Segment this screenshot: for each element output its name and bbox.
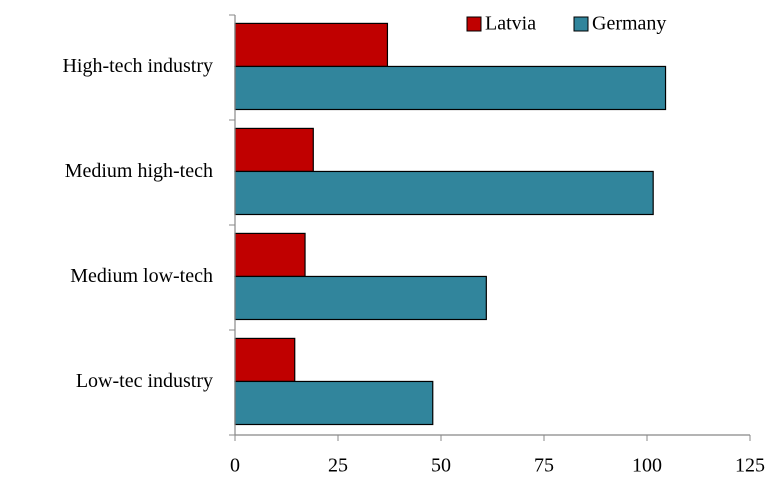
bar [234,380,434,426]
legend-swatch [466,16,482,32]
bar [234,127,314,173]
bar [234,232,306,278]
bar [234,65,667,111]
legend: Latvia Germany [466,13,666,35]
y-tick-label: Medium low-tech [70,265,213,287]
x-tick-label: 50 [431,455,451,477]
legend-label: Germany [592,13,666,35]
bar [234,170,654,216]
y-tick-label: High-tech industry [62,55,213,77]
x-tick-label: 75 [534,455,554,477]
y-tick-label: Low-tec industry [76,370,213,392]
legend-swatch [573,16,589,32]
bar [234,22,389,68]
x-tick-label: 125 [735,455,765,477]
legend-label: Latvia [485,13,536,35]
bar [234,337,296,383]
x-tick-label: 0 [230,455,240,477]
x-tick-label: 25 [328,455,348,477]
bar [234,275,487,321]
x-tick-label: 100 [632,455,662,477]
y-tick-label: Medium high-tech [65,160,213,182]
